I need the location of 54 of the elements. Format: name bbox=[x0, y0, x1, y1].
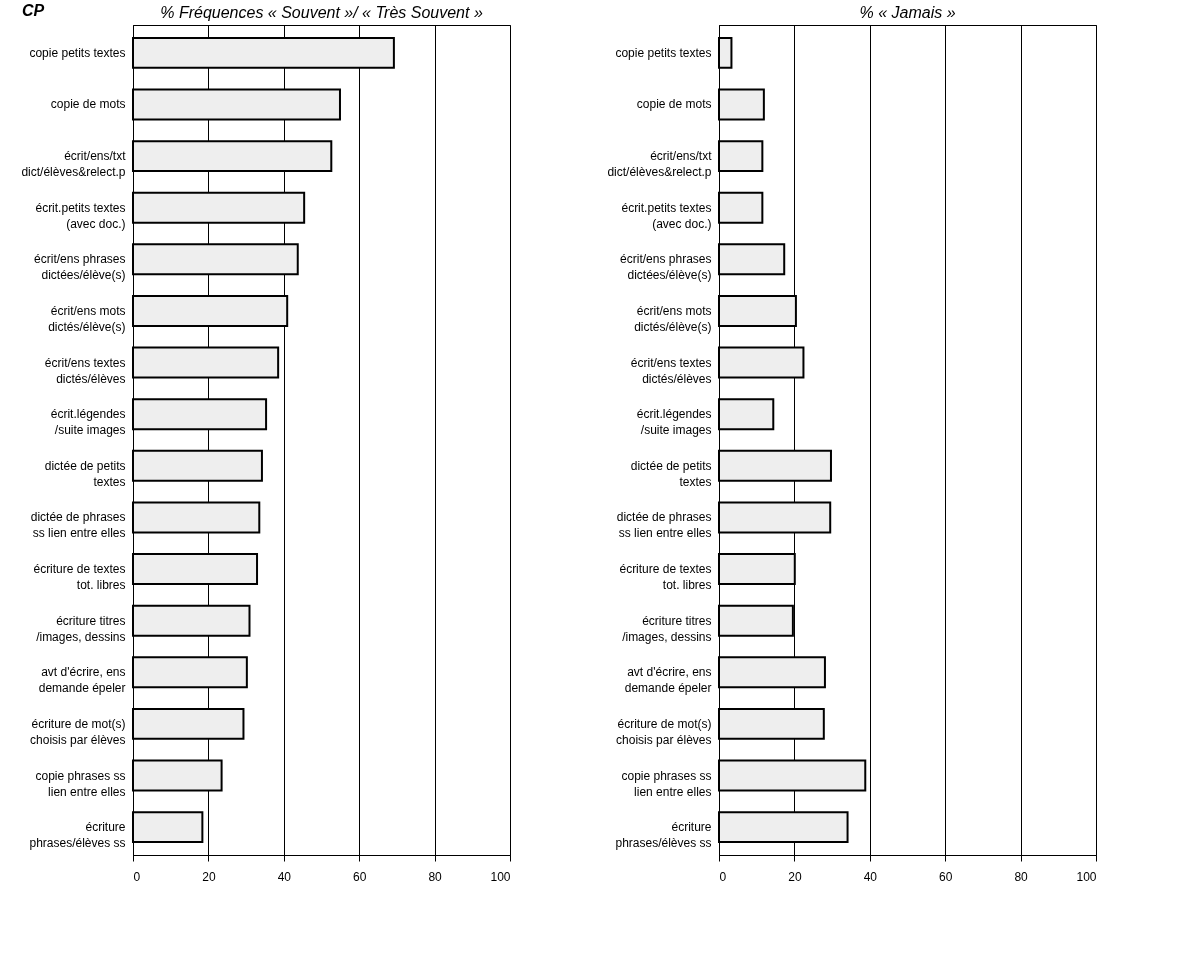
y-tick-label: écriture titres /images, dessins bbox=[622, 613, 712, 644]
x-tick-label: 100 bbox=[490, 869, 511, 884]
bar bbox=[718, 140, 764, 173]
chart-title: % Fréquences « Souvent »/ « Très Souvent » bbox=[160, 4, 483, 21]
y-tick-label: dictée de petits textes bbox=[44, 458, 126, 489]
y-tick-label: écrit.petits textes (avec doc.) bbox=[621, 200, 712, 231]
y-tick-label: avt d'écrire, ens demande épeler bbox=[624, 665, 712, 696]
y-tick-label: écriture de mot(s) choisis par élèves bbox=[30, 716, 126, 747]
y-tick-label: écriture phrases/élèves ss bbox=[29, 820, 126, 851]
bar bbox=[718, 243, 786, 276]
y-tick-label: écrit/ens mots dictés/élève(s) bbox=[48, 303, 126, 334]
x-tick-label: 20 bbox=[202, 869, 216, 884]
text: CP bbox=[22, 2, 45, 20]
bar bbox=[718, 36, 733, 69]
y-tick-label: copie de mots bbox=[50, 97, 126, 112]
y-tick-label: écrit.légendes /suite images bbox=[50, 407, 126, 438]
y-tick-label: écriture titres /images, dessins bbox=[36, 613, 126, 644]
y-tick-label: écriture phrases/élèves ss bbox=[615, 820, 712, 851]
x-tick-label: 0 bbox=[133, 869, 141, 884]
y-tick-label: écrit/ens textes dictés/élèves bbox=[630, 355, 712, 386]
x-tick-label: 80 bbox=[428, 869, 443, 884]
y-tick-label: copie phrases ss lien entre elles bbox=[35, 768, 126, 799]
chart-title: % « Jamais » bbox=[859, 4, 956, 21]
x-tick-label: 0 bbox=[719, 869, 727, 884]
y-tick-label: écriture de textes tot. libres bbox=[619, 562, 712, 593]
x-tick-label: 100 bbox=[1076, 869, 1097, 884]
y-tick-label: écrit.légendes /suite images bbox=[636, 407, 712, 438]
y-tick-label: copie petits textes bbox=[615, 45, 712, 60]
y-tick-label: dictée de phrases ss lien entre elles bbox=[30, 510, 126, 541]
bar bbox=[132, 811, 204, 844]
y-tick-label: copie de mots bbox=[636, 97, 712, 112]
y-tick-label: écrit/ens mots dictés/élève(s) bbox=[634, 303, 712, 334]
y-tick-label: avt d'écrire, ens demande épeler bbox=[38, 665, 126, 696]
x-tick-label: 60 bbox=[939, 869, 953, 884]
y-tick-label: dictée de petits textes bbox=[630, 458, 712, 489]
y-tick-label: écrit/ens phrases dictées/élève(s) bbox=[620, 252, 712, 283]
x-tick-label: 20 bbox=[788, 869, 802, 884]
x-tick-label: 40 bbox=[277, 869, 292, 884]
y-tick-label: dictée de phrases ss lien entre elles bbox=[616, 510, 712, 541]
bar bbox=[718, 191, 764, 224]
x-tick-label: 80 bbox=[1014, 869, 1029, 884]
y-tick-label: écrit/ens/txt dict/élèves&relect.p bbox=[607, 149, 713, 180]
x-tick-label: 40 bbox=[863, 869, 878, 884]
x-tick-label: 60 bbox=[353, 869, 367, 884]
y-tick-label: écrit/ens phrases dictées/élève(s) bbox=[34, 252, 126, 283]
y-tick-label: écriture de mot(s) choisis par élèves bbox=[616, 716, 712, 747]
bar bbox=[718, 398, 775, 431]
bar bbox=[718, 88, 765, 121]
y-tick-label: écriture de textes tot. libres bbox=[33, 562, 126, 593]
y-tick-label: écrit.petits textes (avec doc.) bbox=[35, 200, 126, 231]
y-tick-label: copie phrases ss lien entre elles bbox=[621, 768, 712, 799]
y-tick-label: écrit/ens/txt dict/élèves&relect.p bbox=[21, 149, 127, 180]
y-tick-label: copie petits textes bbox=[29, 45, 126, 60]
y-tick-label: écrit/ens textes dictés/élèves bbox=[44, 355, 126, 386]
